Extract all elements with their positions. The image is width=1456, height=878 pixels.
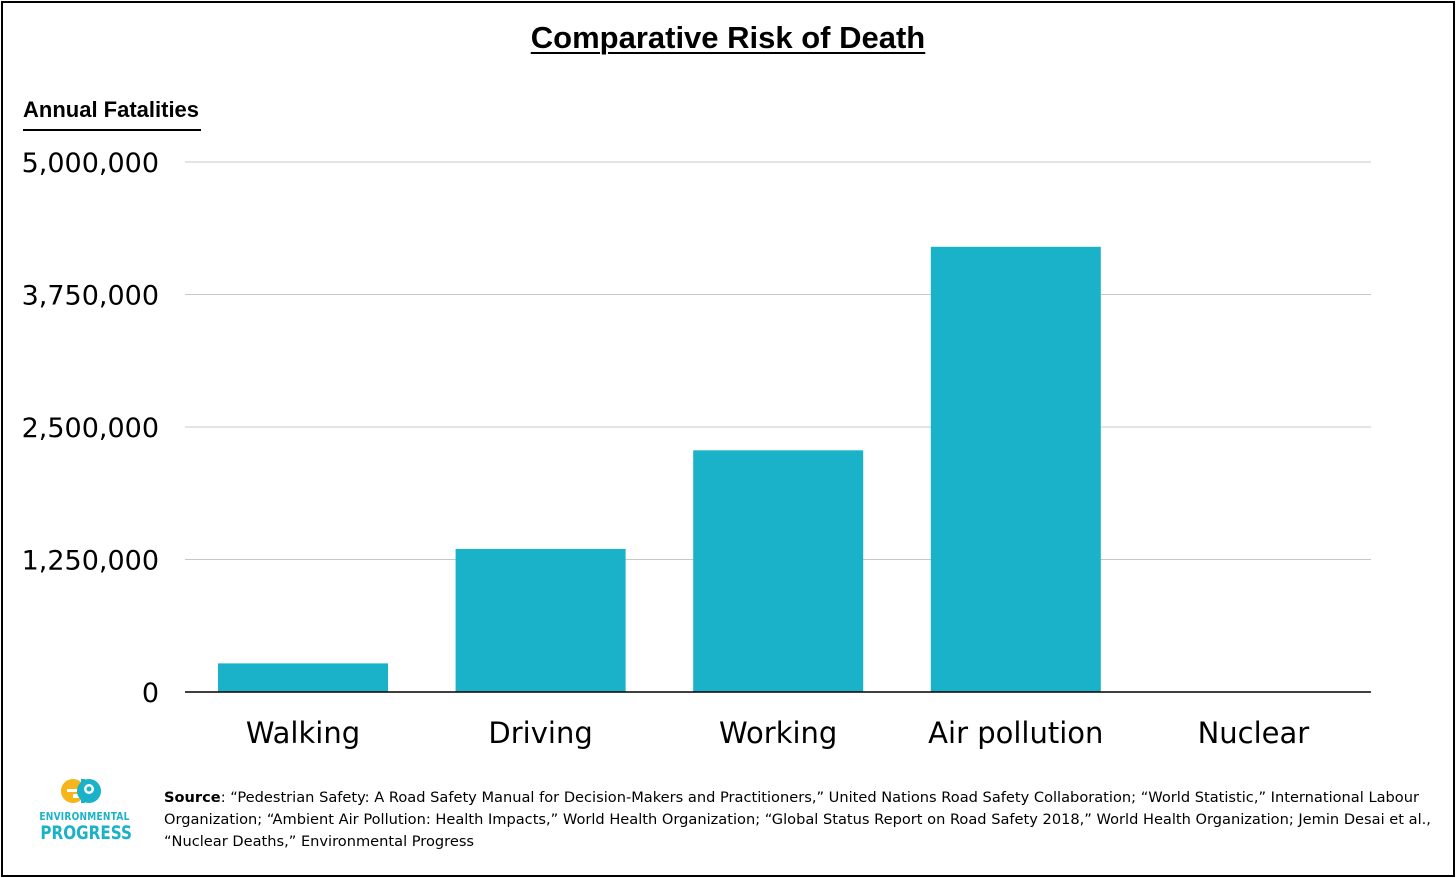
category-label: Working [719, 716, 837, 750]
y-tick-label: 5,000,000 [22, 148, 159, 179]
category-label: Walking [246, 716, 360, 750]
gridlines [185, 161, 1371, 560]
y-tick-label: 2,500,000 [22, 413, 159, 444]
ep-logo-icon [61, 779, 101, 803]
y-tick-label: 1,250,000 [22, 546, 159, 577]
source-text: : “Pedestrian Safety: A Road Safety Manu… [164, 789, 1431, 850]
bar-air-pollution [930, 246, 1101, 693]
y-tick-label: 0 [142, 678, 159, 709]
category-label: Nuclear [1198, 716, 1310, 750]
y-tick-label: 3,750,000 [22, 281, 159, 312]
bar-walking [218, 663, 388, 692]
x-category-labels: Walking Driving Working Air pollution Nuclea… [246, 716, 1309, 750]
y-tick-labels: 0 1,250,000 2,500,000 3,750,000 5,000,000 [22, 148, 159, 709]
chart-title: Comparative Risk of Death [530, 20, 926, 55]
bar-working [693, 450, 864, 692]
logo-text-line2: PROGRESS [40, 822, 132, 844]
bars [218, 246, 1101, 693]
bar-driving [455, 548, 626, 692]
source-label: Source [164, 789, 221, 806]
environmental-progress-logo: ENVIRONMENTAL PROGRESS [30, 778, 134, 844]
category-label: Air pollution [928, 716, 1103, 750]
logo-text-line1: ENVIRONMENTAL [39, 810, 130, 823]
source-note: Source: “Pedestrian Safety: A Road Safet… [164, 787, 1434, 853]
y-axis-label: Annual Fatalities [23, 97, 202, 131]
category-label: Driving [488, 716, 592, 750]
